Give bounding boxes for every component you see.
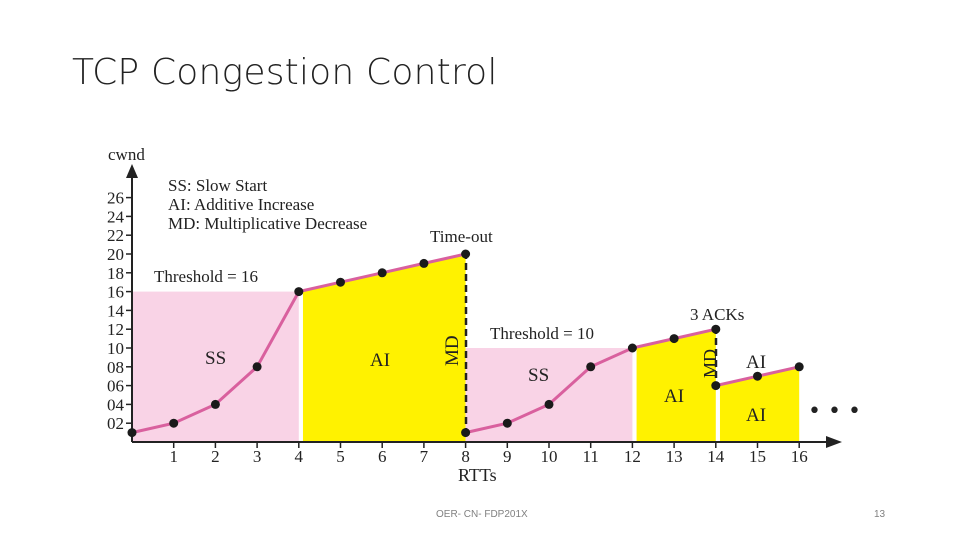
three-acks-label: 3 ACKs xyxy=(690,305,744,324)
y-tick-label: 02 xyxy=(107,414,124,433)
md-label-1: MD xyxy=(442,335,463,366)
page-number: 13 xyxy=(874,509,886,520)
timeout-label: Time-out xyxy=(430,227,493,246)
y-tick-label: 20 xyxy=(107,245,124,264)
y-tick-label: 10 xyxy=(107,339,124,358)
ai-label-3: AI xyxy=(746,405,766,426)
data-point xyxy=(210,399,220,409)
y-tick-label: 06 xyxy=(107,377,124,396)
x-tick-label: 9 xyxy=(503,447,512,466)
x-tick-label: 3 xyxy=(253,447,262,466)
x-tick-label: 10 xyxy=(541,447,558,466)
x-axis-arrow xyxy=(826,436,842,448)
y-tick-label: 16 xyxy=(107,283,124,302)
footer-text: OER- CN- FDP201X xyxy=(436,509,528,520)
cwnd-points xyxy=(127,249,804,438)
ss-label-2: SS xyxy=(528,365,549,386)
ai-region-3 xyxy=(719,366,800,442)
x-tick-label: 5 xyxy=(336,447,345,466)
x-axis-title: RTTs xyxy=(458,465,497,485)
ai-label-1: AI xyxy=(370,350,390,371)
ai-region-2 xyxy=(636,329,716,442)
data-point xyxy=(544,399,554,409)
x-tick-label: 8 xyxy=(461,447,470,466)
threshold-16-label: Threshold = 16 xyxy=(154,267,258,286)
ss-label-1: SS xyxy=(205,348,226,369)
data-point xyxy=(127,428,137,438)
legend-md: MD: Multiplicative Decrease xyxy=(168,214,367,233)
data-point xyxy=(711,324,721,334)
region-labels: Threshold = 16 Time-out Threshold = 10 3… xyxy=(154,227,861,426)
data-point xyxy=(753,371,762,381)
x-tick-label: 15 xyxy=(749,447,766,466)
x-tick-label: 6 xyxy=(378,447,387,466)
x-tick-label: 13 xyxy=(666,447,683,466)
x-ticks: 1 2 3 4 5 6 7 8 9 10 11 12 13 14 15 16 xyxy=(169,442,808,466)
data-point xyxy=(461,428,471,438)
data-point xyxy=(794,362,804,372)
data-point xyxy=(586,362,596,372)
y-tick-label: 26 xyxy=(107,189,124,208)
data-point xyxy=(461,249,471,259)
ai-label-2: AI xyxy=(664,386,684,407)
data-point xyxy=(252,362,262,372)
md-label-2: MD xyxy=(700,349,720,378)
legend-ss: SS: Slow Start xyxy=(168,176,267,195)
y-tick-label: 22 xyxy=(107,226,124,245)
x-tick-label: 12 xyxy=(624,447,641,466)
data-point xyxy=(419,258,429,268)
data-point xyxy=(627,343,637,353)
data-point xyxy=(669,334,679,344)
data-point xyxy=(169,418,179,428)
ss-region-1 xyxy=(132,291,299,442)
y-tick-label: 18 xyxy=(107,264,124,283)
y-axis-arrow xyxy=(126,164,138,178)
x-tick-label: 11 xyxy=(583,447,599,466)
y-tick-label: 24 xyxy=(107,207,125,226)
x-tick-label: 16 xyxy=(791,447,808,466)
data-point xyxy=(336,277,345,287)
y-tick-label: 14 xyxy=(107,301,125,320)
data-point xyxy=(294,287,304,297)
data-point xyxy=(502,418,512,428)
legend: SS: Slow Start AI: Additive Increase MD:… xyxy=(168,176,367,233)
y-tick-label: 12 xyxy=(107,320,124,339)
threshold-10-label: Threshold = 10 xyxy=(490,324,594,343)
ellipsis-label: • • • xyxy=(808,399,861,424)
x-tick-label: 7 xyxy=(420,447,429,466)
slide-title: TCP Congestion Control xyxy=(72,52,498,93)
x-tick-label: 2 xyxy=(211,447,220,466)
x-tick-label: 14 xyxy=(707,447,725,466)
y-tick-label: 04 xyxy=(107,395,125,414)
y-axis-title: cwnd xyxy=(108,145,145,164)
ai-region-1 xyxy=(302,254,466,442)
legend-ai: AI: Additive Increase xyxy=(168,195,314,214)
x-tick-label: 1 xyxy=(169,447,178,466)
regions xyxy=(132,254,800,442)
x-tick-label: 4 xyxy=(295,447,304,466)
data-point xyxy=(377,268,387,278)
ai-label-4: AI xyxy=(746,352,766,373)
y-tick-label: 08 xyxy=(107,358,124,377)
data-point xyxy=(711,381,721,391)
